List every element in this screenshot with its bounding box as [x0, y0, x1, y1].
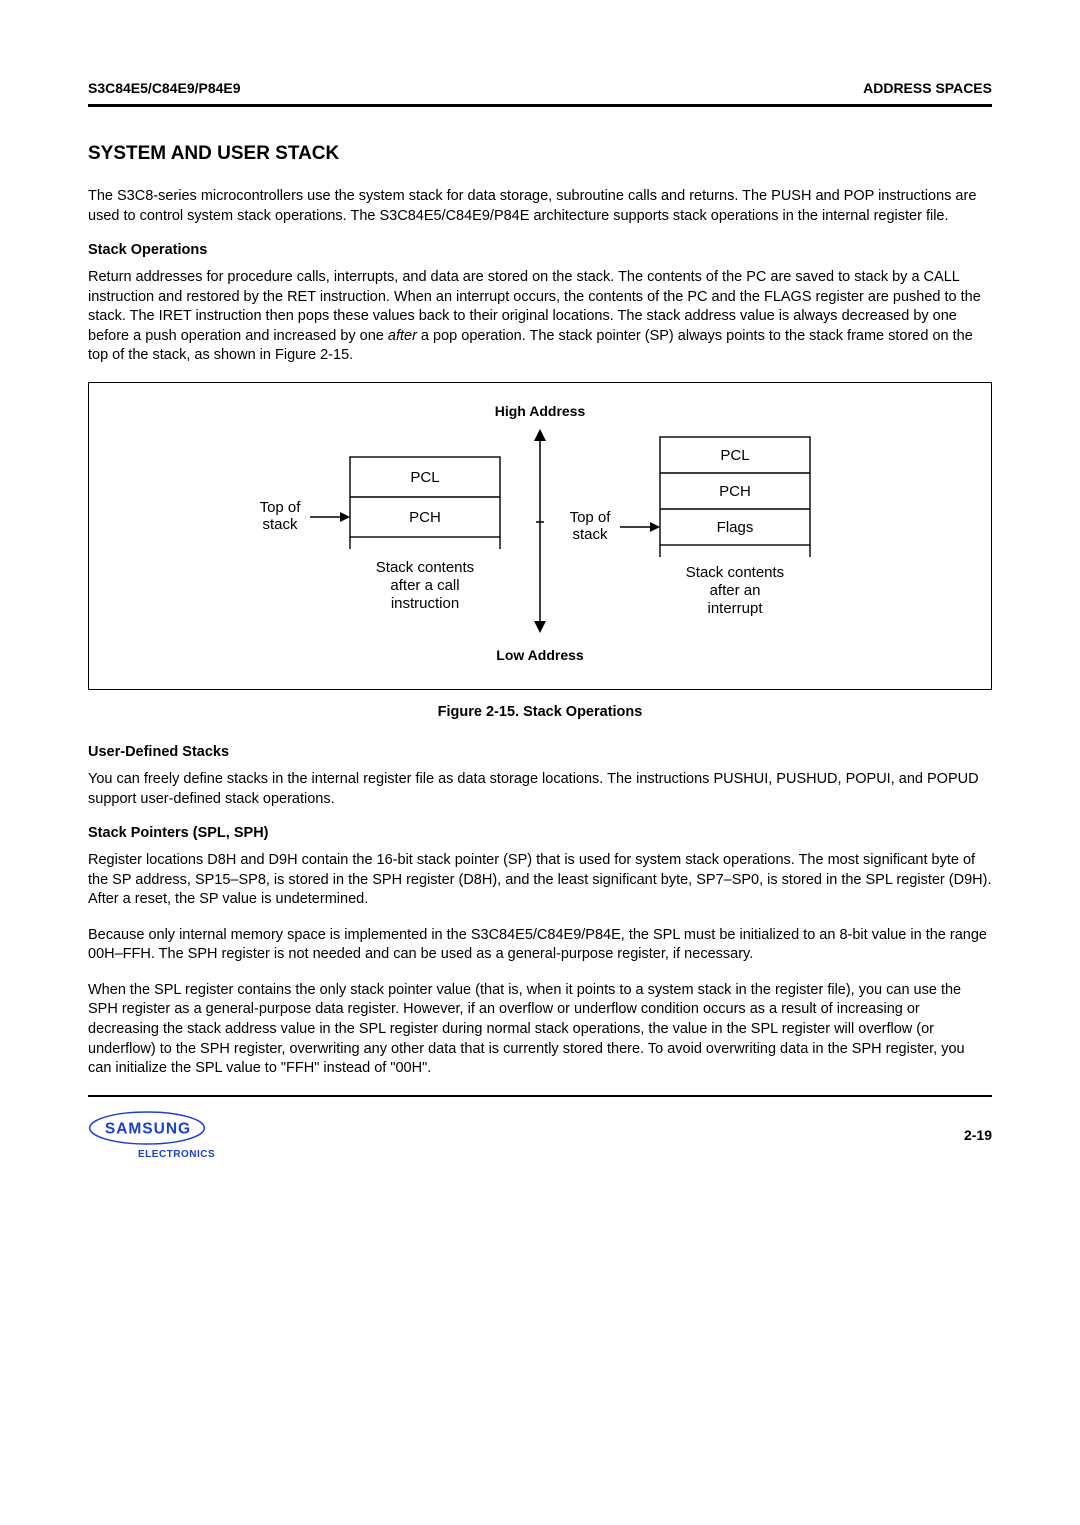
left-top-of: Top of	[260, 499, 302, 516]
header-left: S3C84E5/C84E9/P84E9	[88, 80, 241, 96]
electronics-label: ELECTRONICS	[138, 1149, 215, 1160]
right-caption-l3: interrupt	[707, 600, 763, 617]
stack-ops-heading: Stack Operations	[88, 242, 992, 258]
right-top-of: Top of	[570, 509, 612, 526]
left-cell-pch: PCH	[409, 509, 441, 526]
user-defined-paragraph: You can freely define stacks in the inte…	[88, 770, 992, 809]
right-cell-pcl: PCL	[720, 447, 749, 464]
page-footer: SAMSUNG ELECTRONICS 2-19	[88, 1111, 992, 1160]
right-caption-l1: Stack contents	[686, 564, 784, 581]
left-caption-l1: Stack contents	[376, 559, 474, 576]
header-right: ADDRESS SPACES	[863, 80, 992, 96]
stack-pointers-para2: Because only internal memory space is im…	[88, 926, 992, 965]
stack-ops-italic: after	[388, 328, 417, 344]
header-rule	[88, 104, 992, 107]
right-cell-pch: PCH	[719, 483, 751, 500]
stack-pointers-heading: Stack Pointers (SPL, SPH)	[88, 825, 992, 841]
stack-ops-paragraph: Return addresses for procedure calls, in…	[88, 268, 992, 366]
stack-diagram-svg: PCL PCH Top of stack Stack contents afte…	[160, 427, 920, 647]
intro-paragraph: The S3C8-series microcontrollers use the…	[88, 187, 992, 226]
left-stack-word: stack	[262, 516, 298, 533]
page-header: S3C84E5/C84E9/P84E9 ADDRESS SPACES	[88, 80, 992, 96]
samsung-logo-icon: SAMSUNG	[88, 1111, 206, 1145]
figure-caption: Figure 2-15. Stack Operations	[88, 704, 992, 720]
stack-diagram: High Address PCL PCH Top of stack Stack …	[88, 382, 992, 690]
left-cell-pcl: PCL	[410, 469, 439, 486]
page-number: 2-19	[964, 1127, 992, 1143]
stack-pointers-para3: When the SPL register contains the only …	[88, 981, 992, 1079]
right-stack-table: PCL PCH Flags	[660, 437, 810, 557]
left-caption-l2: after a call	[390, 577, 459, 594]
samsung-logo: SAMSUNG ELECTRONICS	[88, 1111, 215, 1160]
right-stack-word: stack	[572, 526, 608, 543]
left-caption-l3: instruction	[391, 595, 459, 612]
right-cell-flags: Flags	[717, 519, 754, 536]
bottom-rule	[88, 1095, 992, 1097]
stack-pointers-para1: Register locations D8H and D9H contain t…	[88, 851, 992, 910]
section-title: SYSTEM AND USER STACK	[88, 143, 992, 165]
left-stack-table: PCL PCH	[350, 457, 500, 549]
high-address-label: High Address	[129, 403, 951, 419]
right-caption-l2: after an	[710, 582, 761, 599]
samsung-logo-text: SAMSUNG	[105, 1120, 191, 1137]
low-address-label: Low Address	[129, 647, 951, 663]
user-defined-heading: User-Defined Stacks	[88, 744, 992, 760]
